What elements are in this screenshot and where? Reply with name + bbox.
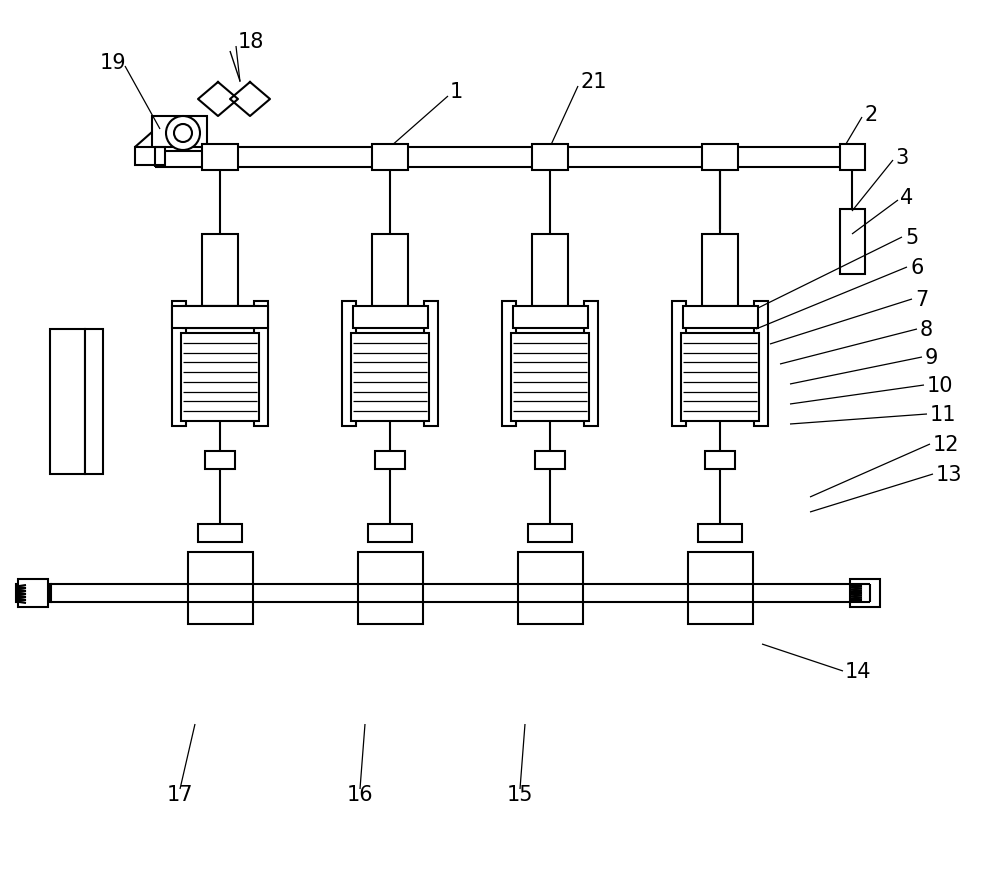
- Text: 10: 10: [927, 376, 954, 396]
- Bar: [502, 302, 516, 427]
- Bar: [202, 145, 238, 171]
- Circle shape: [174, 125, 192, 143]
- Bar: [840, 145, 865, 171]
- Bar: [683, 306, 758, 328]
- Bar: [358, 552, 423, 624]
- Bar: [518, 552, 583, 624]
- Bar: [688, 552, 753, 624]
- Text: 17: 17: [167, 784, 193, 804]
- Bar: [152, 117, 207, 152]
- Bar: [50, 329, 85, 474]
- Bar: [702, 145, 738, 171]
- Bar: [183, 306, 258, 328]
- Bar: [85, 329, 103, 474]
- Bar: [840, 210, 865, 275]
- Bar: [372, 145, 408, 171]
- Text: 5: 5: [905, 227, 918, 248]
- Bar: [511, 334, 589, 421]
- Text: 4: 4: [900, 188, 913, 208]
- Text: 9: 9: [925, 348, 938, 368]
- Bar: [584, 302, 598, 427]
- Bar: [698, 524, 742, 543]
- Bar: [754, 302, 768, 427]
- Text: 14: 14: [845, 661, 872, 681]
- Bar: [705, 451, 735, 470]
- Bar: [342, 302, 356, 427]
- Bar: [254, 302, 268, 427]
- Bar: [181, 334, 259, 421]
- Text: 15: 15: [507, 784, 533, 804]
- Bar: [368, 524, 412, 543]
- Bar: [18, 579, 48, 608]
- Bar: [535, 451, 565, 470]
- Bar: [424, 302, 438, 427]
- Bar: [198, 524, 242, 543]
- Bar: [16, 585, 51, 602]
- Bar: [532, 145, 568, 171]
- Text: 2: 2: [865, 104, 878, 125]
- Bar: [205, 451, 235, 470]
- Text: 7: 7: [915, 290, 928, 310]
- Bar: [702, 234, 738, 306]
- Bar: [528, 524, 572, 543]
- Bar: [672, 302, 686, 427]
- Text: 8: 8: [920, 320, 933, 340]
- Text: 3: 3: [895, 148, 908, 168]
- Text: 18: 18: [238, 32, 264, 52]
- Bar: [681, 334, 759, 421]
- Bar: [513, 306, 588, 328]
- Bar: [372, 234, 408, 306]
- Text: 19: 19: [100, 53, 127, 73]
- Bar: [850, 579, 880, 608]
- Text: 13: 13: [936, 464, 962, 485]
- Bar: [172, 302, 186, 427]
- Text: 21: 21: [580, 72, 606, 92]
- Bar: [375, 451, 405, 470]
- Text: 6: 6: [910, 258, 923, 277]
- Text: 12: 12: [933, 435, 960, 455]
- Text: 16: 16: [347, 784, 373, 804]
- Bar: [135, 148, 165, 166]
- Circle shape: [166, 117, 200, 151]
- Text: 1: 1: [450, 82, 463, 102]
- Bar: [351, 334, 429, 421]
- Bar: [532, 234, 568, 306]
- Text: 11: 11: [930, 405, 956, 425]
- Bar: [202, 234, 238, 306]
- Bar: [353, 306, 428, 328]
- Bar: [188, 552, 253, 624]
- Bar: [172, 306, 268, 328]
